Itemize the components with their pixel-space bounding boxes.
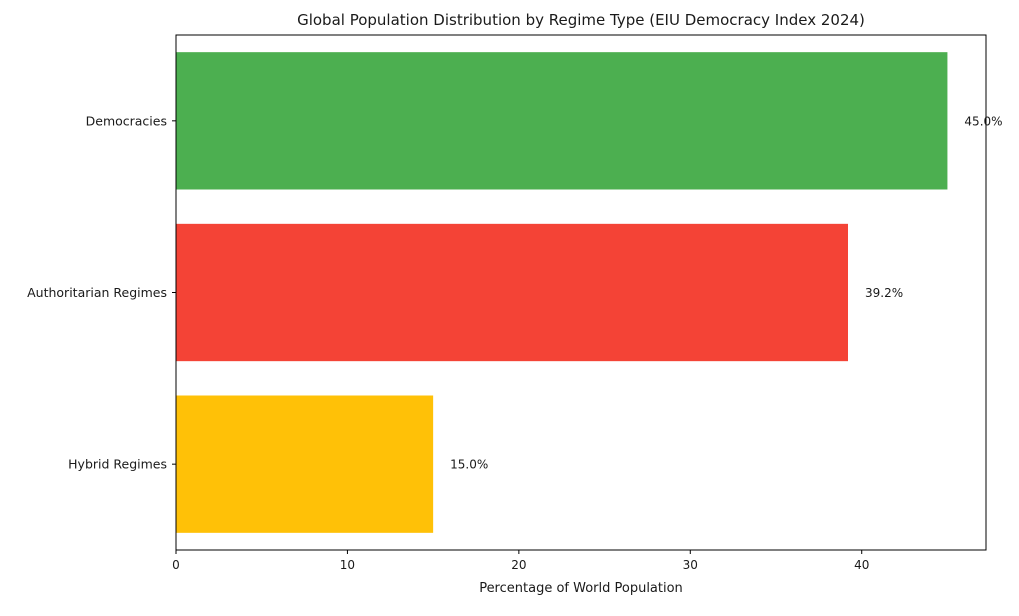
data-label: 15.0%: [450, 458, 488, 472]
chart-title: Global Population Distribution by Regime…: [297, 11, 865, 29]
y-tick-label: Democracies: [86, 113, 167, 128]
bars-layer: [176, 52, 948, 533]
labels-layer: Democracies 45.0% Authoritarian Regimes 39.…: [27, 113, 1002, 572]
x-tick-label: 30: [683, 558, 698, 572]
data-label: 39.2%: [865, 286, 903, 300]
x-axis-label: Percentage of World Population: [479, 581, 683, 596]
x-tick-label: 20: [511, 558, 526, 572]
bar: [176, 395, 434, 533]
x-tick-label: 10: [340, 558, 355, 572]
bar: [176, 52, 948, 190]
data-label: 45.0%: [964, 114, 1002, 128]
y-tick-label: Hybrid Regimes: [68, 457, 167, 472]
bar: [176, 223, 848, 362]
ticks-layer: [172, 120, 863, 554]
x-tick-label: 0: [172, 558, 180, 572]
y-tick-label: Authoritarian Regimes: [27, 285, 167, 300]
x-tick-label: 40: [854, 558, 869, 572]
